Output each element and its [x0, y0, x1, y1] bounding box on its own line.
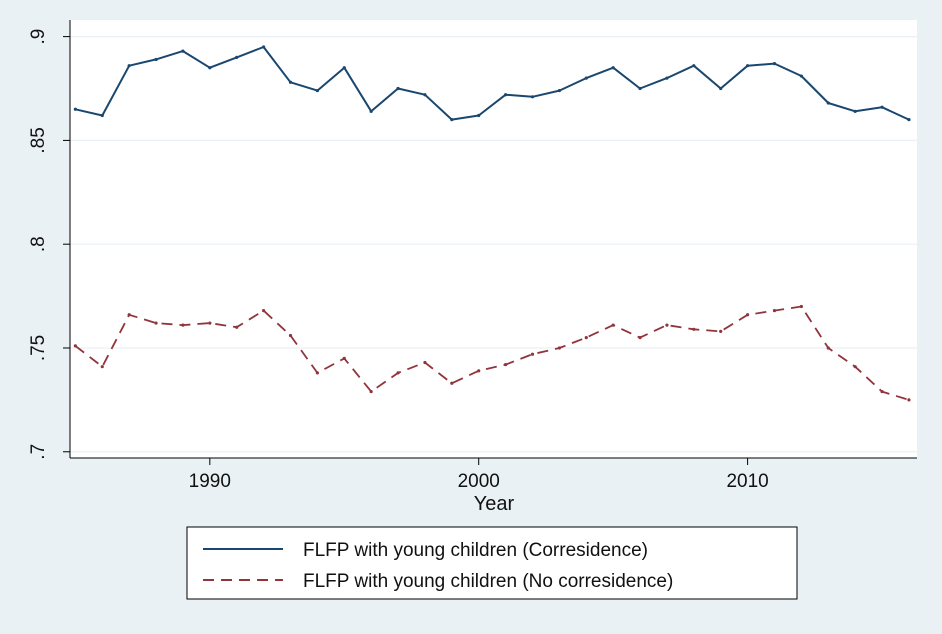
data-point: [315, 88, 319, 93]
data-point: [719, 86, 723, 91]
data-point: [584, 336, 588, 340]
y-axis-ticks: .7 .75 .8 .85 .9: [28, 29, 70, 460]
data-point: [853, 109, 857, 113]
data-point: [504, 93, 508, 97]
data-point: [396, 371, 400, 375]
data-point: [907, 118, 911, 122]
gridlines: [70, 36, 917, 453]
data-point: [423, 360, 427, 365]
x-axis-title: Year: [474, 493, 515, 515]
data-point: [880, 105, 884, 109]
legend-label-no-corresidence: FLFP with young children (No corresidenc…: [303, 571, 673, 592]
data-point: [584, 76, 588, 80]
data-point: [423, 93, 427, 97]
data-point: [100, 113, 104, 118]
data-point: [611, 66, 615, 70]
data-point: [557, 346, 561, 350]
data-point: [826, 101, 830, 105]
data-point: [73, 344, 77, 348]
data-point: [530, 95, 535, 99]
series-layer: [73, 45, 911, 402]
data-point: [262, 309, 266, 313]
y-tick-label: .9: [28, 29, 49, 45]
data-point: [557, 88, 561, 93]
data-point: [288, 80, 293, 84]
data-point: [692, 327, 696, 331]
data-point: [504, 362, 508, 367]
series-line-corresidence: [75, 46, 910, 121]
data-point: [208, 66, 212, 70]
data-point: [154, 321, 158, 325]
data-point: [638, 86, 642, 91]
x-tick-label: 1990: [189, 471, 231, 492]
x-tick-label: 2000: [458, 471, 500, 492]
data-point: [235, 55, 239, 59]
data-point: [342, 356, 346, 360]
y-tick-label: .7: [28, 444, 49, 460]
data-point: [396, 86, 400, 91]
data-point: [907, 398, 911, 402]
legend-label-corresidence: FLFP with young children (Corresidence): [303, 540, 648, 561]
x-axis-ticks: 1990 2000 2010: [189, 458, 769, 492]
plot-area: [70, 20, 917, 458]
data-point: [154, 57, 158, 62]
data-point: [611, 323, 615, 327]
data-point: [772, 61, 777, 66]
legend: FLFP with young children (Corresidence) …: [186, 526, 798, 600]
data-point: [746, 313, 750, 317]
data-point: [638, 336, 642, 340]
data-point: [369, 109, 373, 113]
data-point: [288, 333, 293, 338]
y-tick-label: .85: [28, 127, 49, 153]
data-point: [262, 45, 266, 49]
data-point: [369, 389, 373, 394]
data-point: [746, 64, 750, 68]
data-point: [799, 304, 803, 309]
data-point: [315, 371, 319, 375]
data-point: [826, 346, 830, 350]
data-point: [692, 64, 696, 68]
data-point: [100, 365, 104, 369]
data-point: [772, 309, 777, 313]
data-point: [73, 107, 77, 111]
y-tick-label: .8: [28, 236, 49, 252]
series-line-no-corresidence: [74, 305, 910, 401]
data-point: [853, 365, 857, 369]
data-point: [880, 389, 884, 394]
data-point: [181, 49, 185, 53]
data-point: [477, 369, 481, 373]
data-point: [450, 381, 454, 385]
data-point: [530, 352, 535, 356]
data-point: [719, 329, 723, 333]
data-point: [181, 323, 185, 327]
data-point: [127, 313, 131, 317]
data-point: [235, 325, 239, 329]
y-tick-label: .75: [28, 335, 49, 361]
data-point: [208, 321, 212, 325]
data-point: [665, 323, 669, 327]
data-point: [342, 66, 346, 70]
x-tick-label: 2010: [726, 471, 768, 492]
legend-box: [186, 526, 798, 600]
data-point: [477, 113, 481, 118]
data-point: [799, 74, 803, 78]
data-point: [450, 118, 454, 122]
data-point: [127, 64, 131, 68]
data-point: [665, 76, 669, 80]
